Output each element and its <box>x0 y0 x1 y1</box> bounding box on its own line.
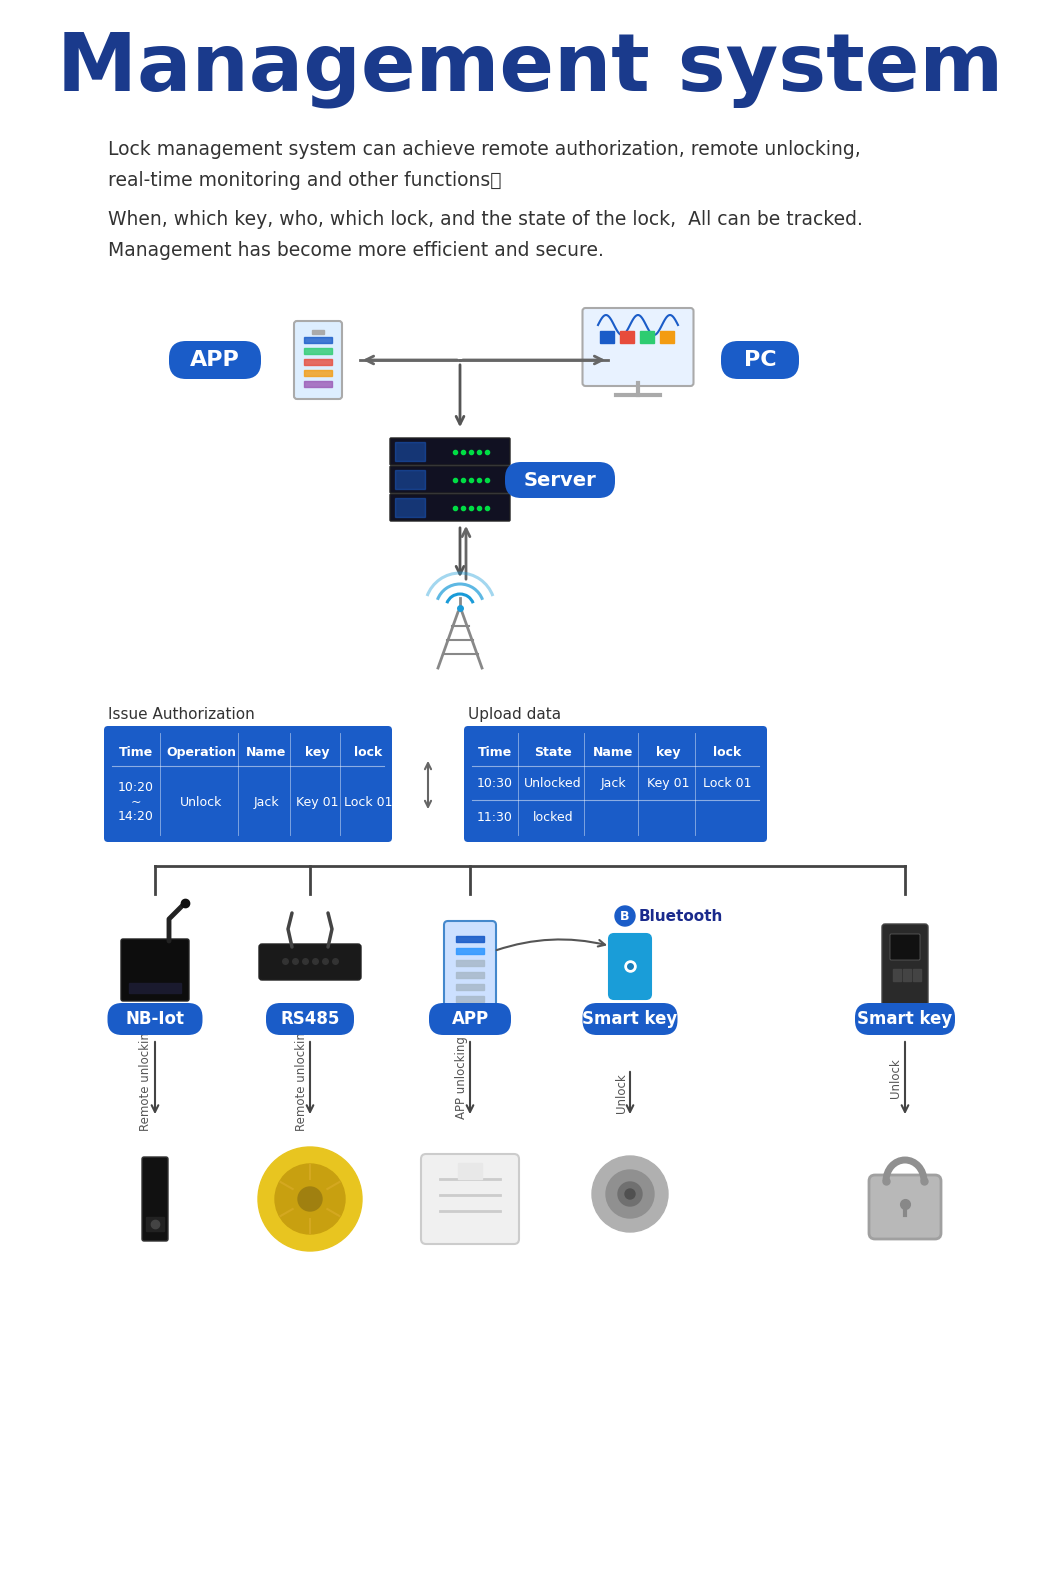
Text: Operation: Operation <box>166 745 236 759</box>
FancyBboxPatch shape <box>444 922 496 1013</box>
Bar <box>456 936 484 942</box>
Text: lock: lock <box>354 745 382 759</box>
Bar <box>903 969 911 982</box>
Bar <box>600 331 614 342</box>
FancyBboxPatch shape <box>142 1157 167 1240</box>
Text: Unlock: Unlock <box>889 1059 902 1098</box>
FancyBboxPatch shape <box>390 466 510 492</box>
Bar <box>456 996 484 1002</box>
Text: RS485: RS485 <box>280 1010 339 1027</box>
Bar <box>893 969 901 982</box>
Circle shape <box>615 906 635 926</box>
Text: Unlock: Unlock <box>180 795 223 808</box>
Bar <box>395 470 425 489</box>
Bar <box>395 442 425 461</box>
Text: Key 01: Key 01 <box>296 795 338 808</box>
Text: 10:30: 10:30 <box>477 776 513 789</box>
Text: PC: PC <box>744 350 776 369</box>
Text: Lock management system can achieve remote authorization, remote unlocking,
real-: Lock management system can achieve remot… <box>108 140 861 189</box>
FancyBboxPatch shape <box>464 726 767 843</box>
Circle shape <box>298 1187 322 1210</box>
FancyBboxPatch shape <box>169 341 261 379</box>
Text: Server: Server <box>524 470 597 489</box>
Text: Management system: Management system <box>57 30 1003 107</box>
FancyBboxPatch shape <box>390 439 510 466</box>
Text: 11:30: 11:30 <box>477 811 513 824</box>
Text: Name: Name <box>593 745 633 759</box>
Text: Upload data: Upload data <box>469 707 561 721</box>
Text: APP: APP <box>452 1010 489 1027</box>
Text: Jack: Jack <box>600 776 625 789</box>
Text: APP: APP <box>190 350 240 369</box>
Bar <box>456 959 484 966</box>
FancyBboxPatch shape <box>121 939 189 1000</box>
Bar <box>304 369 332 376</box>
Circle shape <box>618 1182 642 1206</box>
Text: Issue Authorization: Issue Authorization <box>108 707 254 721</box>
FancyBboxPatch shape <box>882 925 928 1010</box>
FancyBboxPatch shape <box>429 1004 511 1035</box>
Text: key: key <box>656 745 681 759</box>
Text: Lock 01: Lock 01 <box>343 795 392 808</box>
Circle shape <box>258 1147 363 1251</box>
Text: Bluetooth: Bluetooth <box>639 909 723 923</box>
Circle shape <box>625 1188 635 1199</box>
Text: When, which key, who, which lock, and the state of the lock,  All can be tracked: When, which key, who, which lock, and th… <box>108 210 863 260</box>
Text: Smart key: Smart key <box>582 1010 677 1027</box>
Bar <box>660 331 674 342</box>
FancyBboxPatch shape <box>294 320 342 399</box>
FancyBboxPatch shape <box>104 726 392 843</box>
FancyBboxPatch shape <box>266 1004 354 1035</box>
Bar <box>146 1217 164 1231</box>
Text: Time: Time <box>478 745 512 759</box>
Text: key: key <box>305 745 330 759</box>
Bar <box>304 360 332 365</box>
Circle shape <box>275 1165 344 1234</box>
Bar <box>456 985 484 989</box>
Text: State: State <box>534 745 572 759</box>
Bar <box>456 948 484 955</box>
Bar <box>640 331 654 342</box>
Text: 10:20
~
14:20: 10:20 ~ 14:20 <box>118 781 154 824</box>
Text: B: B <box>620 909 630 923</box>
Bar <box>458 1163 482 1179</box>
FancyBboxPatch shape <box>855 1004 955 1035</box>
Bar <box>304 338 332 342</box>
FancyBboxPatch shape <box>107 1004 202 1035</box>
Text: Remote unlocking: Remote unlocking <box>295 1024 307 1131</box>
FancyBboxPatch shape <box>610 934 651 999</box>
Text: Time: Time <box>119 745 153 759</box>
FancyBboxPatch shape <box>721 341 799 379</box>
FancyBboxPatch shape <box>583 308 693 387</box>
Text: Lock 01: Lock 01 <box>703 776 752 789</box>
FancyBboxPatch shape <box>869 1176 941 1239</box>
Text: locked: locked <box>533 811 573 824</box>
Text: lock: lock <box>713 745 741 759</box>
Text: Unlock: Unlock <box>615 1073 628 1112</box>
FancyBboxPatch shape <box>890 934 920 959</box>
Bar <box>129 983 181 993</box>
Text: Name: Name <box>246 745 286 759</box>
Bar <box>456 972 484 978</box>
FancyBboxPatch shape <box>421 1154 519 1243</box>
Bar <box>620 331 634 342</box>
Bar <box>913 969 921 982</box>
Text: Unlocked: Unlocked <box>525 776 582 789</box>
Text: Smart key: Smart key <box>858 1010 953 1027</box>
Circle shape <box>591 1157 668 1232</box>
FancyBboxPatch shape <box>390 494 510 521</box>
Circle shape <box>606 1169 654 1218</box>
Bar <box>304 380 332 387</box>
FancyBboxPatch shape <box>583 1004 677 1035</box>
FancyBboxPatch shape <box>505 462 615 499</box>
Text: Key 01: Key 01 <box>648 776 690 789</box>
Text: NB-Iot: NB-Iot <box>125 1010 184 1027</box>
FancyBboxPatch shape <box>259 944 361 980</box>
Text: Remote unlocking: Remote unlocking <box>140 1024 153 1131</box>
Text: Jack: Jack <box>253 795 279 808</box>
Text: APP unlocking: APP unlocking <box>455 1037 467 1119</box>
Bar <box>312 330 324 335</box>
Bar <box>395 499 425 518</box>
Bar <box>304 349 332 353</box>
